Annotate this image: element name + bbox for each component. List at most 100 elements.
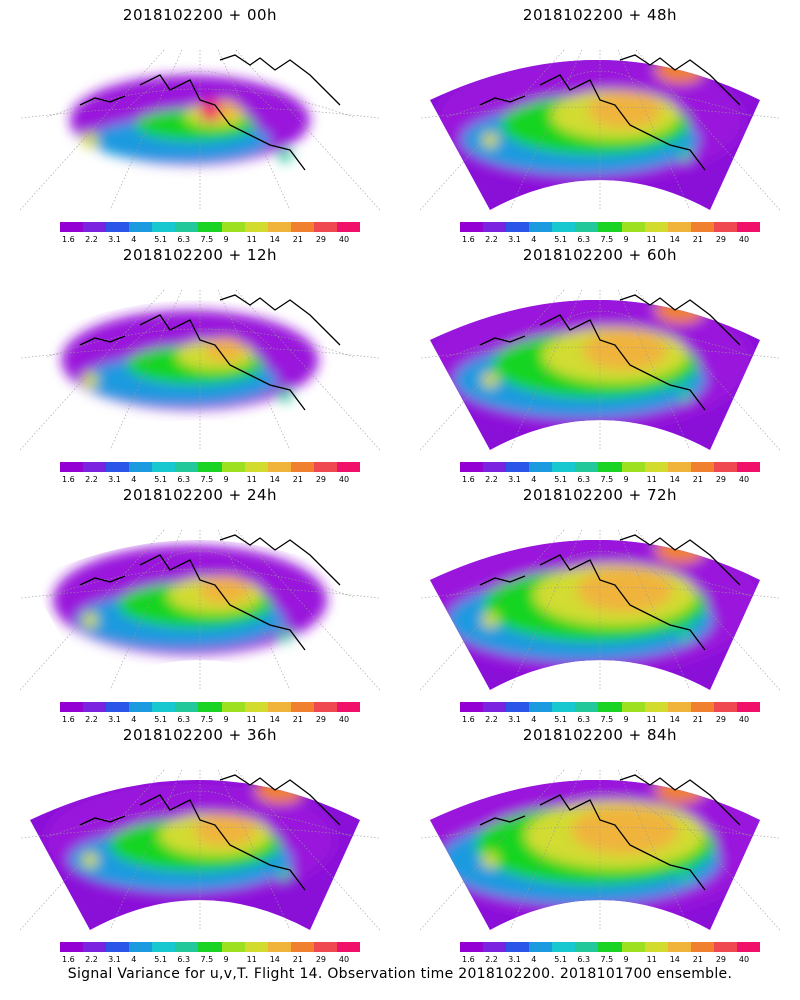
colorbar-segment: [529, 702, 553, 712]
forecast-panel: 2018102200 + 24h 1.6 2.2 3.1 4 5.1 6.3 7.5 9 11 14…: [0, 480, 400, 724]
colorbar-label: 1.6: [62, 235, 75, 244]
colorbar-label: 9: [223, 715, 229, 724]
colorbar-segment: [290, 702, 314, 712]
panel-title: 2018102200 + 12h: [122, 246, 278, 264]
colorbar-segment: [60, 222, 84, 232]
colorbar-segment: [244, 222, 268, 232]
colorbar-segment: [267, 222, 291, 232]
colorbar-label: 4: [531, 715, 537, 724]
colorbar-label: 1.6: [462, 475, 475, 484]
colorbar-segment: [644, 462, 668, 472]
colorbar-label: 4: [131, 475, 137, 484]
colorbar-label: 4: [131, 955, 137, 964]
colorbar-segment: [106, 222, 130, 232]
colorbar-segment: [506, 702, 530, 712]
colorbar: [460, 702, 761, 712]
coastline: [79, 54, 341, 171]
colorbar-segment: [175, 702, 199, 712]
colorbar-segment: [198, 942, 222, 952]
colorbar-segment: [506, 222, 530, 232]
colorbar-segment: [336, 462, 361, 472]
colorbar-segment: [267, 942, 291, 952]
colorbar-segment: [667, 222, 691, 232]
colorbar-segment: [529, 462, 553, 472]
colorbar-label: 40: [738, 235, 750, 244]
colorbar-labels: 1.6 2.2 3.1 4 5.1 6.3 7.5 9 11 14 21 29 40: [460, 475, 760, 485]
colorbar-label: 7.5: [200, 955, 214, 964]
colorbar-segment: [129, 462, 153, 472]
colorbar-labels: 1.6 2.2 3.1 4 5.1 6.3 7.5 9 11 14 21 29 40: [60, 715, 360, 725]
variance-map: [420, 769, 780, 930]
colorbar-label: 2.2: [85, 235, 98, 244]
colorbar-label: 14: [669, 715, 680, 724]
colorbar-segment: [690, 462, 714, 472]
colorbar-segment: [552, 222, 576, 232]
colorbar-segment: [529, 222, 553, 232]
colorbar-segment: [60, 942, 84, 952]
colorbar-segment: [152, 942, 176, 952]
colorbar-label: 4: [131, 715, 137, 724]
colorbar-label: 6.3: [177, 475, 191, 484]
coastline: [479, 294, 741, 411]
colorbar-label: 21: [692, 715, 703, 724]
colorbar-label: 29: [715, 235, 727, 244]
colorbar-label: 9: [623, 475, 629, 484]
colorbar-label: 3.1: [108, 235, 121, 244]
colorbar-label: 14: [269, 955, 280, 964]
colorbar-segment: [575, 942, 599, 952]
colorbar-label: 7.5: [600, 475, 614, 484]
colorbar-segment: [644, 942, 668, 952]
colorbar-segment: [152, 702, 176, 712]
colorbar-segment: [483, 702, 507, 712]
colorbar-segment: [267, 462, 291, 472]
colorbar-segment: [221, 942, 245, 952]
colorbar-segment: [713, 702, 737, 712]
colorbar-segment: [106, 702, 130, 712]
coastline: [479, 54, 741, 171]
forecast-panel: 2018102200 + 12h 1.6 2.2 3.1 4 5.1 6.3 7.5 9 11 14…: [0, 240, 400, 484]
forecast-panel: 2018102200 + 72h 1.6 2.2 3.1 4 5.1 6.3 7.5 9 11 14…: [400, 480, 800, 724]
colorbar-segment: [552, 702, 576, 712]
colorbar-segment: [644, 222, 668, 232]
panel-title: 2018102200 + 36h: [122, 726, 278, 744]
colorbar-label: 1.6: [62, 715, 75, 724]
colorbar-segment: [667, 942, 691, 952]
colorbar-segment: [460, 702, 484, 712]
colorbar-segment: [83, 222, 107, 232]
colorbar-label: 4: [531, 475, 537, 484]
colorbar-label: 7.5: [600, 235, 614, 244]
colorbar-label: 3.1: [508, 715, 521, 724]
colorbar-label: 11: [646, 475, 657, 484]
colorbar-label: 9: [623, 235, 629, 244]
colorbar-segment: [552, 462, 576, 472]
colorbar-label: 3.1: [108, 955, 121, 964]
colorbar-segment: [313, 942, 337, 952]
panel-title: 2018102200 + 48h: [522, 6, 678, 24]
colorbar-label: 6.3: [177, 715, 191, 724]
variance-map: [20, 289, 380, 450]
colorbar-segment: [152, 462, 176, 472]
colorbar: [60, 222, 361, 232]
colorbar-segment: [198, 702, 222, 712]
panel-title: 2018102200 + 00h: [122, 6, 278, 24]
panel-title: 2018102200 + 84h: [522, 726, 678, 744]
colorbar-segment: [621, 462, 645, 472]
colorbar-label: 6.3: [577, 235, 591, 244]
colorbar-segment: [336, 702, 361, 712]
colorbar-segment: [713, 942, 737, 952]
colorbar: [460, 942, 761, 952]
colorbar-label: 2.2: [485, 955, 498, 964]
colorbar-label: 2.2: [485, 715, 498, 724]
colorbar-segment: [690, 942, 714, 952]
colorbar-label: 11: [646, 235, 657, 244]
colorbar-segment: [83, 942, 107, 952]
colorbar-label: 4: [531, 235, 537, 244]
colorbar-label: 5.1: [554, 235, 568, 244]
colorbar-labels: 1.6 2.2 3.1 4 5.1 6.3 7.5 9 11 14 21 29 40: [460, 715, 760, 725]
colorbar: [460, 222, 761, 232]
colorbar-label: 29: [315, 955, 327, 964]
colorbar-labels: 1.6 2.2 3.1 4 5.1 6.3 7.5 9 11 14 21 29 40: [60, 475, 360, 485]
colorbar-label: 21: [692, 955, 703, 964]
variance-map: [420, 529, 780, 690]
colorbar-label: 5.1: [554, 715, 568, 724]
